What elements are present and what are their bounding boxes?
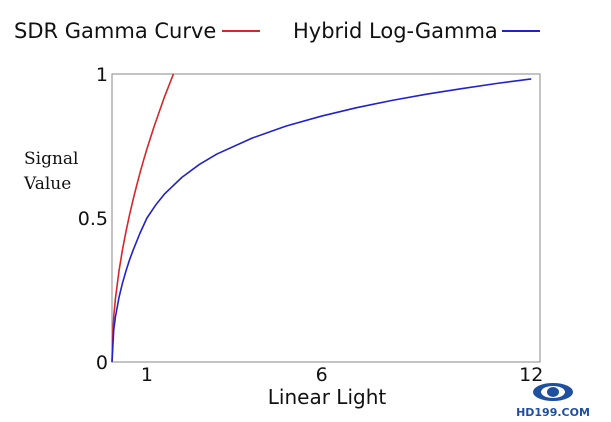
y-tick-labels: 00.51 (78, 64, 108, 374)
x-axis-label: Linear Light (268, 385, 387, 409)
x-tick-label: 1 (141, 364, 153, 386)
y-tick-label: 0 (96, 352, 108, 374)
legend-label-sdr: SDR Gamma Curve (14, 19, 216, 43)
watermark-logo: HD199.COM (516, 383, 590, 419)
series-line-sdr-gamma (111, 73, 175, 363)
y-tick-label: 0.5 (78, 208, 108, 230)
y-axis-label-line1: Signal (24, 149, 79, 169)
x-tick-label: 12 (519, 364, 543, 386)
y-tick-label: 1 (96, 64, 108, 86)
watermark-text: HD199.COM (516, 406, 590, 419)
x-tick-labels: 1 6 12 (141, 364, 543, 386)
x-tick-label: 6 (316, 364, 328, 386)
eye-logo-icon (533, 383, 573, 401)
y-axis-label: Signal Value (23, 149, 79, 194)
y-axis-label-line2: Value (23, 174, 71, 194)
plot-frame (111, 73, 541, 363)
series-lines (111, 73, 532, 363)
legend-label-hlg: Hybrid Log-Gamma (293, 19, 498, 43)
series-line-hybrid-log-gamma (111, 78, 532, 363)
legend: SDR Gamma Curve Hybrid Log-Gamma (14, 19, 540, 43)
